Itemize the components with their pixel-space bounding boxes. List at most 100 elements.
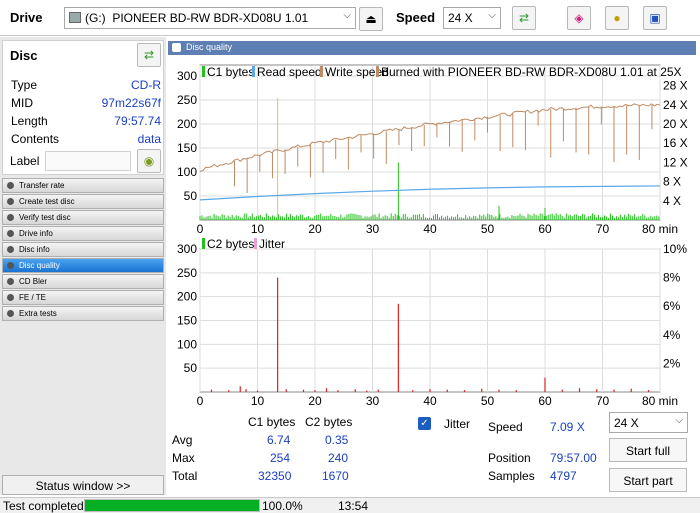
legend-swatch <box>254 238 257 249</box>
bottom-y-tick-right: 10% <box>663 242 687 256</box>
bottom-x-tick: 30 <box>366 394 380 408</box>
refresh-speed-button[interactable]: ⇄ <box>512 6 536 30</box>
disc-title: Disc <box>10 48 38 63</box>
c2-header: C2 bytes <box>305 415 353 429</box>
top-x-tick: 50 <box>481 222 495 236</box>
bottom-y-tick-left: 300 <box>177 242 197 256</box>
menu-item-icon <box>7 262 14 269</box>
bottom-y-tick-left: 50 <box>184 361 198 375</box>
progress-fill <box>85 500 259 511</box>
menu-item-drive-info[interactable]: Drive info <box>2 226 164 241</box>
bottom-y-tick-left: 100 <box>177 337 197 351</box>
bottom-y-tick-left: 150 <box>177 314 197 328</box>
disc-row-mid: MID 97m22s67f <box>11 96 161 110</box>
legend-label: Jitter <box>259 237 285 251</box>
bottom-x-tick: 0 <box>197 394 204 408</box>
top-x-tick: 80 min <box>642 222 678 236</box>
panel-title: Disc quality <box>186 42 233 52</box>
drive-select[interactable]: (G:) PIONEER BD-RW BDR-XD08U 1.01 ⌵ <box>64 7 356 29</box>
legend-label: C1 bytes <box>207 65 254 79</box>
menu-item-verify-test-disc[interactable]: Verify test disc <box>2 210 164 225</box>
menu-item-label: Create test disc <box>19 197 75 206</box>
avg-c2: 0.35 <box>325 433 349 447</box>
save-button[interactable]: ▣ <box>643 6 667 30</box>
speed-stat-label: Speed <box>488 420 523 434</box>
c1-header: C1 bytes <box>248 415 296 429</box>
top-x-tick: 30 <box>366 222 380 236</box>
eject-icon: ⏏ <box>365 12 377 26</box>
top-x-tick: 60 <box>538 222 552 236</box>
jitter-label: Jitter <box>444 417 471 431</box>
top-y-tick-right: 8 X <box>663 175 681 189</box>
top-x-tick: 70 <box>596 222 610 236</box>
test-speed-select[interactable]: 24 X ⌵ <box>609 412 688 433</box>
menu-item-create-test-disc[interactable]: Create test disc <box>2 194 164 209</box>
bottom-x-tick: 70 <box>596 394 610 408</box>
menu-item-label: Drive info <box>19 229 53 238</box>
menu-item-icon <box>7 214 14 221</box>
bottom-x-tick: 50 <box>481 394 495 408</box>
chevron-down-icon: ⌵ <box>488 10 496 21</box>
drive-letter: (G:) <box>85 11 106 25</box>
jitter-checkbox[interactable]: ✓ <box>418 417 431 430</box>
top-y-tick-right: 4 X <box>663 194 681 208</box>
menu-item-label: Verify test disc <box>19 213 71 222</box>
menu-item-transfer-rate[interactable]: Transfer rate <box>2 178 164 193</box>
legend-label: C2 bytes <box>207 237 254 251</box>
menu-item-extra-tests[interactable]: Extra tests <box>2 306 164 321</box>
speed-label: Speed <box>396 10 436 25</box>
menu-item-label: Transfer rate <box>19 181 65 190</box>
legend-swatch <box>252 66 255 77</box>
menu-item-label: CD Bler <box>19 277 48 286</box>
bottom-x-tick: 60 <box>538 394 552 408</box>
chevron-down-icon: ⌵ <box>343 10 351 21</box>
speed-value: 24 X <box>448 11 473 25</box>
position-label: Position <box>488 451 531 465</box>
max-c2: 240 <box>328 451 349 465</box>
top-y-tick-left: 300 <box>177 69 197 83</box>
top-y-tick-right: 16 X <box>663 136 688 150</box>
menu-item-icon <box>7 182 14 189</box>
copy-button[interactable]: ● <box>605 6 629 30</box>
top-x-tick: 20 <box>308 222 322 236</box>
top-x-tick: 10 <box>251 222 265 236</box>
speed-select[interactable]: 24 X ⌵ <box>443 7 501 29</box>
speed-stat-value: 7.09 X <box>550 420 585 434</box>
top-x-tick: 40 <box>423 222 437 236</box>
label-input[interactable] <box>45 151 131 171</box>
status-window-button[interactable]: Status window >> <box>2 475 164 495</box>
eraser-icon: ◈ <box>574 11 584 25</box>
menu-item-cd-bler[interactable]: CD Bler <box>2 274 164 289</box>
copy-icon: ● <box>613 11 621 25</box>
top-toolbar: Drive (G:) PIONEER BD-RW BDR-XD08U 1.01 … <box>0 0 700 36</box>
disc-info-box: Disc ⇄ Type CD-R MID 97m22s67f Length 79:57… <box>2 40 164 175</box>
legend-swatch <box>320 66 323 77</box>
menu-item-disc-quality[interactable]: Disc quality <box>2 258 164 273</box>
progress-bar <box>84 499 260 512</box>
total-c2: 1670 <box>322 469 349 483</box>
samples-value: 4797 <box>550 469 577 483</box>
refresh-icon: ⇄ <box>518 11 530 25</box>
menu-item-fe-te[interactable]: FE / TE <box>2 290 164 305</box>
drive-label: Drive <box>10 10 43 25</box>
label-label: Label <box>10 154 40 168</box>
top-y-tick-right: 12 X <box>663 155 688 169</box>
erase-button[interactable]: ◈ <box>567 6 591 30</box>
menu-item-disc-info[interactable]: Disc info <box>2 242 164 257</box>
disc-row-length: Length 79:57.74 <box>11 114 161 128</box>
menu-item-icon <box>7 246 14 253</box>
start-full-button[interactable]: Start full <box>609 438 687 462</box>
top-y-tick-left: 100 <box>177 165 197 179</box>
disc-icon: ◉ <box>143 154 155 168</box>
legend-label: Read speed <box>257 65 322 79</box>
disc-refresh-button[interactable]: ⇄ <box>137 43 161 67</box>
label-apply-button[interactable]: ◉ <box>137 149 161 173</box>
refresh-icon: ⇄ <box>143 48 155 62</box>
start-part-button[interactable]: Start part <box>609 468 687 492</box>
test-speed-value: 24 X <box>614 416 639 430</box>
eject-button[interactable]: ⏏ <box>359 7 383 31</box>
menu-item-label: Disc quality <box>19 261 60 270</box>
menu-item-icon <box>7 310 14 317</box>
progress-text: 100.0% <box>262 499 303 513</box>
position-value: 79:57.00 <box>550 451 597 465</box>
